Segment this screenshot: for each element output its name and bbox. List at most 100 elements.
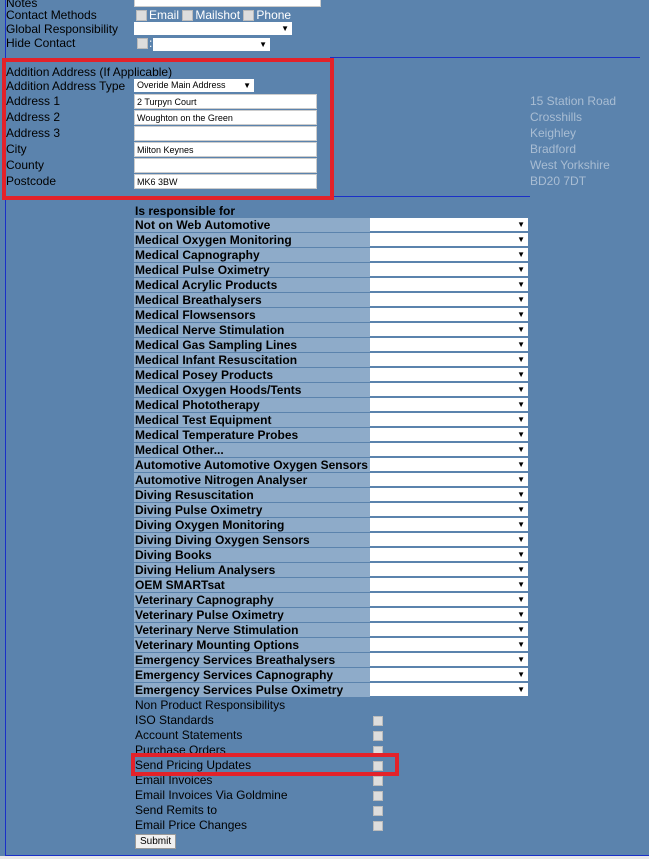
responsibility-select[interactable] <box>370 338 528 351</box>
address-field-label: County <box>6 158 45 172</box>
non-product-label: Send Pricing Updates <box>135 758 252 772</box>
submit-button[interactable]: Submit <box>135 834 177 849</box>
responsibility-select[interactable] <box>370 413 528 426</box>
responsibility-row: Medical Capnography <box>134 248 529 263</box>
responsibility-select[interactable] <box>370 398 528 411</box>
responsibility-select[interactable] <box>370 533 528 546</box>
responsibility-select[interactable] <box>370 473 528 486</box>
responsibility-row: Medical Temperature Probes <box>134 428 529 443</box>
responsibility-select[interactable] <box>370 638 528 651</box>
responsibility-heading: Is responsible for <box>135 204 236 218</box>
responsibility-select[interactable] <box>370 218 528 231</box>
responsibility-row: Medical Other... <box>134 443 529 458</box>
responsibility-select[interactable] <box>370 623 528 636</box>
responsibility-row: Diving Oxygen Monitoring <box>134 518 529 533</box>
non-product-checkbox[interactable] <box>373 806 383 816</box>
main-address-line: BD20 7DT <box>530 174 587 188</box>
non-product-heading: Non Product Responsibilitys <box>135 698 286 712</box>
responsibility-select[interactable] <box>370 308 528 321</box>
responsibility-select[interactable] <box>370 683 528 696</box>
non-product-label: ISO Standards <box>135 713 214 727</box>
responsibility-select[interactable] <box>370 368 528 381</box>
responsibility-row: Medical Infant Resuscitation <box>134 353 529 368</box>
responsibility-select[interactable] <box>370 323 528 336</box>
contact-methods: Email Mailshot Phone <box>136 8 291 22</box>
hide-contact-checkbox[interactable] <box>137 38 148 49</box>
responsibility-select[interactable] <box>370 548 528 561</box>
responsibility-label: Medical Acrylic Products <box>134 278 370 292</box>
responsibility-label: Emergency Services Capnography <box>134 668 370 682</box>
responsibility-select[interactable] <box>370 458 528 471</box>
main-address-line: Crosshills <box>530 110 583 124</box>
responsibility-row: Medical Test Equipment <box>134 413 529 428</box>
non-product-label: Email Invoices Via Goldmine <box>135 788 288 802</box>
separator: : <box>149 36 153 50</box>
phone-checkbox[interactable] <box>243 10 255 22</box>
responsibility-select[interactable] <box>370 263 528 276</box>
address-field-label: City <box>6 142 27 156</box>
responsibility-select[interactable] <box>370 293 528 306</box>
notes-input[interactable] <box>134 0 321 7</box>
responsibility-select[interactable] <box>370 653 528 666</box>
address-field-label: Address 1 <box>6 94 61 108</box>
address-field-input[interactable]: 2 Turpyn Court <box>134 94 317 109</box>
responsibility-select[interactable] <box>370 563 528 576</box>
responsibility-label: Medical Flowsensors <box>134 308 370 322</box>
non-product-checkbox[interactable] <box>373 791 383 801</box>
hide-contact-select[interactable] <box>153 38 270 51</box>
non-product-checkbox[interactable] <box>373 776 383 786</box>
responsibility-select[interactable] <box>370 278 528 291</box>
responsibility-select[interactable] <box>370 488 528 501</box>
responsibility-select[interactable] <box>370 578 528 591</box>
global-responsibility-label: Global Responsibility <box>6 22 119 36</box>
responsibility-row: Diving Pulse Oximetry <box>134 503 529 518</box>
responsibility-row: Medical Flowsensors <box>134 308 529 323</box>
global-responsibility-select[interactable] <box>134 22 292 35</box>
responsibility-label: Diving Books <box>134 548 370 562</box>
address-heading: Addition Address (If Applicable) <box>6 65 173 79</box>
address-field-label: Address 2 <box>6 110 61 124</box>
responsibility-select[interactable] <box>370 383 528 396</box>
responsibility-select[interactable] <box>370 503 528 516</box>
responsibility-label: Automotive Nitrogen Analyser <box>134 473 370 487</box>
non-product-checkbox[interactable] <box>373 821 383 831</box>
responsibility-select[interactable] <box>370 518 528 531</box>
responsibility-label: Medical Infant Resuscitation <box>134 353 370 367</box>
responsibility-select[interactable] <box>370 233 528 246</box>
address-type-label: Addition Address Type <box>6 79 126 93</box>
email-checkbox[interactable] <box>136 10 147 22</box>
responsibility-label: Medical Oxygen Monitoring <box>134 233 370 247</box>
address-field-input[interactable] <box>134 158 317 173</box>
address-field-input[interactable]: Milton Keynes <box>134 142 317 157</box>
responsibility-select[interactable] <box>370 668 528 681</box>
address-field-input[interactable]: MK6 3BW <box>134 174 317 189</box>
responsibility-select[interactable] <box>370 353 528 366</box>
responsibility-select[interactable] <box>370 248 528 261</box>
responsibility-row: Veterinary Mounting Options <box>134 638 529 653</box>
responsibility-row: Emergency Services Pulse Oximetry <box>134 683 529 698</box>
non-product-checkbox[interactable] <box>373 761 383 771</box>
responsibility-row: Automotive Automotive Oxygen Sensors <box>134 458 529 473</box>
non-product-checkbox[interactable] <box>373 716 383 726</box>
responsibility-row: OEM SMARTsat <box>134 578 529 593</box>
responsibility-label: Automotive Automotive Oxygen Sensors <box>134 458 370 472</box>
address-field-input[interactable] <box>134 126 317 141</box>
responsibility-row: Emergency Services Breathalysers <box>134 653 529 668</box>
responsibility-row: Medical Acrylic Products <box>134 278 529 293</box>
responsibility-select[interactable] <box>370 593 528 606</box>
responsibility-label: Diving Resuscitation <box>134 488 370 502</box>
address-type-select[interactable]: Overide Main Address <box>134 79 254 92</box>
phone-label: Phone <box>256 8 292 22</box>
responsibility-row: Medical Phototherapy <box>134 398 529 413</box>
responsibility-select[interactable] <box>370 608 528 621</box>
responsibility-label: Medical Nerve Stimulation <box>134 323 370 337</box>
responsibility-row: Not on Web Automotive <box>134 218 529 233</box>
responsibility-label: Veterinary Capnography <box>134 593 370 607</box>
responsibility-row: Diving Books <box>134 548 529 563</box>
responsibility-select[interactable] <box>370 443 528 456</box>
non-product-checkbox[interactable] <box>373 731 383 741</box>
mailshot-checkbox[interactable] <box>182 10 194 22</box>
address-field-input[interactable]: Woughton on the Green <box>134 110 317 125</box>
main-address-line: West Yorkshire <box>530 158 610 172</box>
responsibility-select[interactable] <box>370 428 528 441</box>
